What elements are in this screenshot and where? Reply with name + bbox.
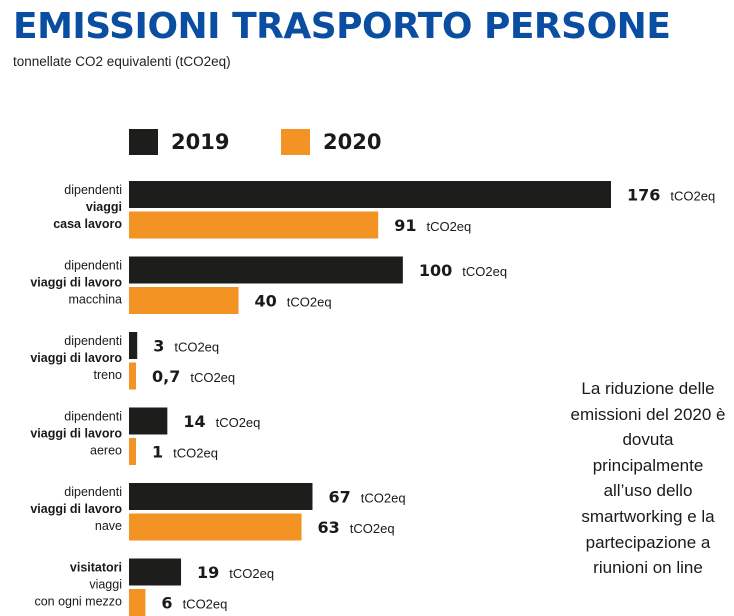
- category-label-line: viaggi: [89, 578, 122, 592]
- chart-title: EMISSIONI TRASPORTO PERSONE: [13, 6, 671, 47]
- category-label-line: nave: [95, 519, 122, 533]
- category-label-line: casa lavoro: [53, 217, 122, 231]
- category-label-line: dipendenti: [64, 259, 122, 273]
- legend-item-2019: 2019: [129, 129, 229, 155]
- category-label-line: viaggi di lavoro: [30, 502, 122, 516]
- category-label-line: dipendenti: [64, 334, 122, 348]
- bar-2019-6: [129, 558, 182, 586]
- value-label: 40: [255, 292, 277, 311]
- legend-swatch-2019: [129, 129, 158, 155]
- category-label-line: viaggi di lavoro: [30, 427, 122, 441]
- value-label: 63: [318, 518, 340, 537]
- category-label-line: dipendenti: [64, 183, 122, 197]
- unit-label: tCO2eq: [361, 491, 406, 506]
- unit-label: tCO2eq: [350, 521, 395, 536]
- category-label-line: dipendenti: [64, 485, 122, 499]
- bar-2019-5: [129, 483, 313, 510]
- category-label-line: aereo: [90, 444, 122, 458]
- value-label: 14: [183, 412, 205, 431]
- bar-2019-4: [129, 407, 168, 435]
- unit-label: tCO2eq: [670, 189, 715, 204]
- value-label: 67: [328, 488, 350, 507]
- explanatory-note: La riduzione delle emissioni del 2020 è …: [570, 379, 726, 578]
- legend-label-2020: 2020: [323, 130, 382, 154]
- category-label-line: treno: [94, 368, 123, 382]
- value-label: 19: [197, 563, 219, 582]
- category-label-line: viaggi di lavoro: [30, 276, 122, 290]
- chart-subtitle: tonnellate CO2 equivalenti (tCO2eq): [13, 54, 231, 69]
- value-label: 91: [394, 216, 416, 235]
- bar-2019-3: [129, 332, 138, 359]
- legend-swatch-2020: [281, 129, 310, 155]
- category-label-line: con ogni mezzo: [34, 595, 122, 609]
- unit-label: tCO2eq: [216, 415, 261, 430]
- value-label: 1: [152, 443, 163, 462]
- category-label-line: dipendenti: [64, 410, 122, 424]
- category-label-line: visitatori: [70, 561, 122, 575]
- unit-label: tCO2eq: [462, 264, 507, 279]
- bar-2020-4: [129, 438, 136, 465]
- value-label: 6: [161, 594, 172, 613]
- bar-2020-3: [129, 362, 136, 390]
- bar-2019-1: [129, 181, 611, 208]
- unit-label: tCO2eq: [229, 566, 274, 581]
- unit-label: tCO2eq: [174, 340, 219, 355]
- bar-2020-1: [129, 211, 379, 239]
- legend-label-2019: 2019: [171, 130, 230, 154]
- value-label: 176: [627, 186, 660, 205]
- category-label-line: viaggi di lavoro: [30, 351, 122, 365]
- category-label-line: macchina: [69, 293, 123, 307]
- value-label: 3: [153, 337, 164, 356]
- value-label: 100: [419, 261, 452, 280]
- category-label-line: viaggi: [86, 200, 122, 214]
- unit-label: tCO2eq: [426, 219, 471, 234]
- value-label: 0,7: [152, 367, 180, 386]
- unit-label: tCO2eq: [287, 295, 332, 310]
- unit-label: tCO2eq: [190, 370, 235, 385]
- unit-label: tCO2eq: [173, 446, 218, 461]
- legend-item-2020: 2020: [281, 129, 381, 155]
- bar-2020-5: [129, 513, 302, 541]
- bar-2020-6: [129, 589, 146, 616]
- bar-2019-2: [129, 256, 403, 284]
- unit-label: tCO2eq: [183, 597, 228, 612]
- bar-2020-2: [129, 287, 239, 314]
